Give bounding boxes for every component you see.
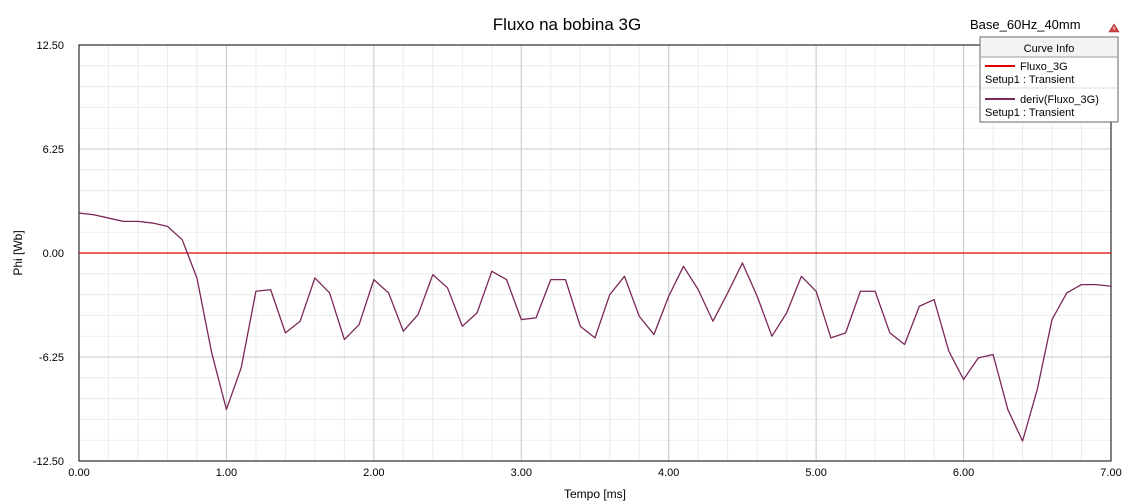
x-tick-label: 4.00 xyxy=(658,467,679,479)
x-tick-label: 3.00 xyxy=(511,467,532,479)
legend-entry-deriv-detail: Setup1 : Transient xyxy=(985,107,1074,119)
legend-header xyxy=(981,38,1117,57)
x-tick-label: 7.00 xyxy=(1100,467,1121,479)
y-axis-label: Phi [Wb] xyxy=(11,230,25,275)
x-tick-label: 1.00 xyxy=(216,467,237,479)
x-tick-label: 0.00 xyxy=(68,467,89,479)
legend[interactable]: Curve Info Fluxo_3G Setup1 : Transient d… xyxy=(979,36,1119,123)
x-tick-label: 6.00 xyxy=(953,467,974,479)
setup-label: Base_60Hz_40mm xyxy=(970,17,1081,32)
warning-icon[interactable] xyxy=(1108,23,1120,33)
series-layer xyxy=(78,212,1112,442)
legend-title: Curve Info xyxy=(1024,43,1075,55)
x-tick-label: 2.00 xyxy=(363,467,384,479)
y-tick-label: -12.50 xyxy=(33,456,64,468)
x-tick-label: 5.00 xyxy=(805,467,826,479)
y-tick-label: 12.50 xyxy=(36,40,64,52)
chart-title: Fluxo na bobina 3G xyxy=(493,15,641,34)
y-tick-label: 0.00 xyxy=(43,248,64,260)
x-axis-label: Tempo [ms] xyxy=(564,487,626,501)
y-tick-label: -6.25 xyxy=(39,352,64,364)
legend-entry-fluxo-name: Fluxo_3G xyxy=(1020,61,1068,73)
series-line-deriv xyxy=(78,212,1112,442)
legend-entry-fluxo-detail: Setup1 : Transient xyxy=(985,74,1074,86)
tick-labels: 0.00 1.00 2.00 3.00 4.00 5.00 6.00 7.00 12.50 6.2… xyxy=(33,40,1122,479)
legend-entry-deriv-name: deriv(Fluxo_3G) xyxy=(1020,94,1099,106)
y-tick-label: 6.25 xyxy=(43,144,64,156)
